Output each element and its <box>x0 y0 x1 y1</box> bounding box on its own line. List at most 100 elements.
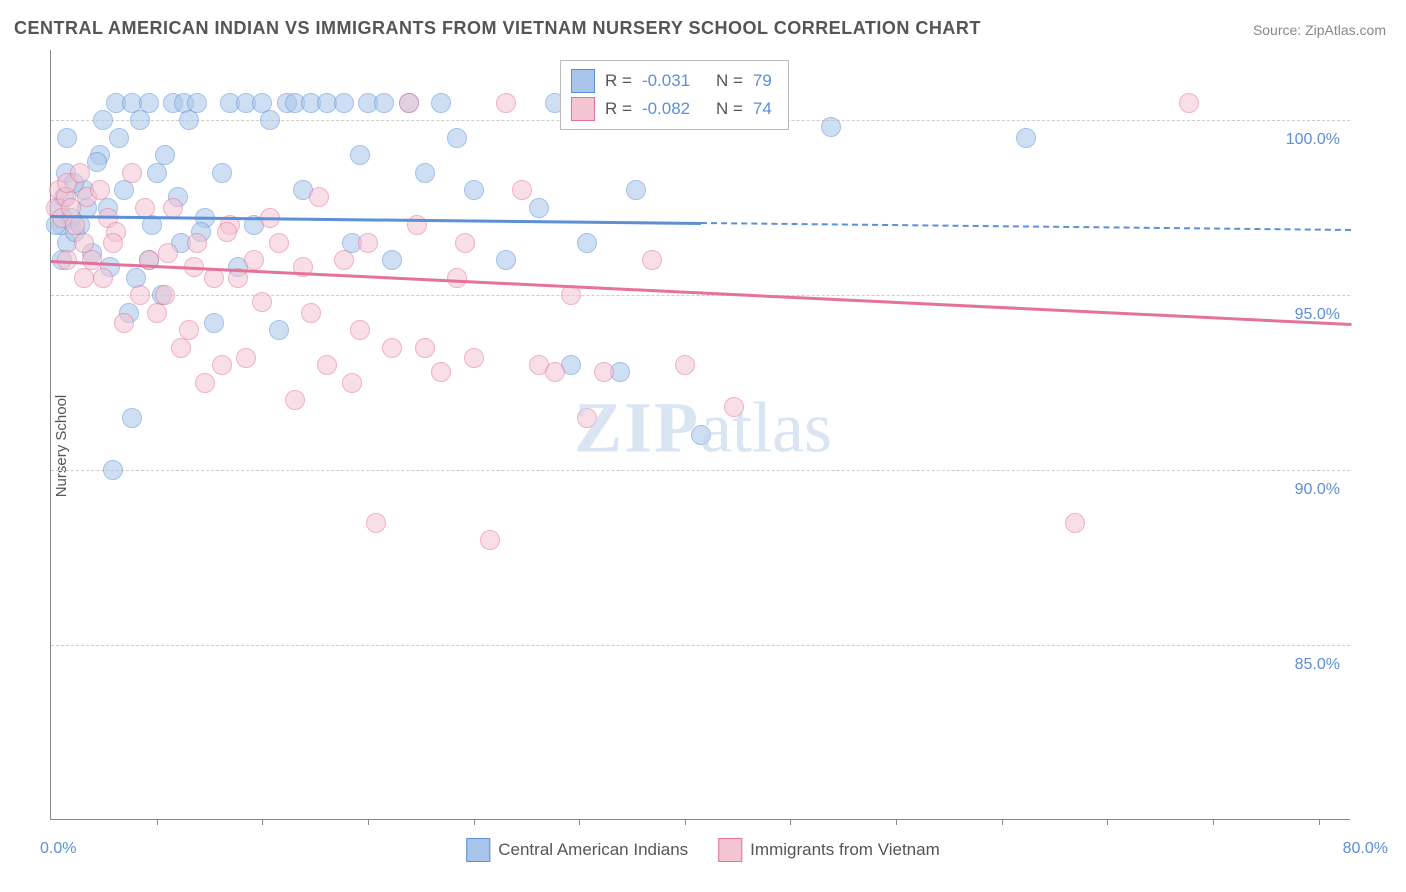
scatter-point <box>103 460 123 480</box>
scatter-point <box>496 93 516 113</box>
scatter-point <box>431 93 451 113</box>
scatter-point <box>301 303 321 323</box>
y-tick-label: 85.0% <box>1295 656 1340 674</box>
scatter-point <box>334 93 354 113</box>
scatter-point <box>147 163 167 183</box>
scatter-point <box>114 180 134 200</box>
scatter-point <box>171 338 191 358</box>
scatter-point <box>269 233 289 253</box>
legend: Central American Indians Immigrants from… <box>466 838 940 862</box>
scatter-point <box>236 348 256 368</box>
stats-r-label: R = <box>605 99 632 119</box>
x-tick <box>1002 819 1003 825</box>
scatter-point <box>187 233 207 253</box>
scatter-point <box>545 362 565 382</box>
scatter-point <box>122 163 142 183</box>
x-tick <box>1107 819 1108 825</box>
x-tick <box>368 819 369 825</box>
scatter-point <box>399 93 419 113</box>
x-tick <box>262 819 263 825</box>
scatter-point <box>212 355 232 375</box>
stats-n-label: N = <box>716 71 743 91</box>
scatter-point <box>594 362 614 382</box>
scatter-point <box>821 117 841 137</box>
scatter-point <box>93 110 113 130</box>
y-tick-label: 100.0% <box>1286 131 1340 149</box>
scatter-point <box>512 180 532 200</box>
scatter-point <box>529 198 549 218</box>
scatter-point <box>135 198 155 218</box>
gridline-h <box>51 645 1350 646</box>
x-axis-max-label: 80.0% <box>1343 840 1388 858</box>
scatter-point <box>163 198 183 218</box>
x-tick <box>579 819 580 825</box>
scatter-point <box>139 93 159 113</box>
chart-title: CENTRAL AMERICAN INDIAN VS IMMIGRANTS FR… <box>14 18 981 39</box>
y-tick-label: 90.0% <box>1295 481 1340 499</box>
scatter-point <box>158 243 178 263</box>
stats-n-label: N = <box>716 99 743 119</box>
stats-n-value: 74 <box>753 99 772 119</box>
legend-label-2: Immigrants from Vietnam <box>750 840 940 860</box>
scatter-point <box>147 303 167 323</box>
legend-swatch-2 <box>718 838 742 862</box>
scatter-point <box>724 397 744 417</box>
stats-swatch <box>571 97 595 121</box>
x-tick <box>1213 819 1214 825</box>
stats-box: R =-0.031N =79R =-0.082N =74 <box>560 60 789 130</box>
scatter-point <box>374 93 394 113</box>
stats-r-label: R = <box>605 71 632 91</box>
stats-swatch <box>571 69 595 93</box>
scatter-point <box>212 163 232 183</box>
scatter-point <box>480 530 500 550</box>
scatter-point <box>217 222 237 242</box>
stats-r-value: -0.082 <box>642 99 706 119</box>
scatter-point <box>577 408 597 428</box>
scatter-point <box>382 338 402 358</box>
scatter-point <box>195 373 215 393</box>
stats-row: R = -0.082 N = 74 <box>571 95 772 123</box>
scatter-point <box>464 180 484 200</box>
trend-line <box>701 222 1351 231</box>
legend-label-1: Central American Indians <box>498 840 688 860</box>
scatter-point <box>350 145 370 165</box>
scatter-point <box>179 110 199 130</box>
x-tick <box>474 819 475 825</box>
x-axis-min-label: 0.0% <box>40 840 76 858</box>
scatter-point <box>244 250 264 270</box>
gridline-h <box>51 295 1350 296</box>
x-tick <box>1319 819 1320 825</box>
stats-r-value: -0.031 <box>642 71 706 91</box>
plot-area: 85.0%90.0%95.0%100.0% <box>50 50 1350 820</box>
legend-item-series1: Central American Indians <box>466 838 688 862</box>
scatter-point <box>1179 93 1199 113</box>
scatter-point <box>366 513 386 533</box>
stats-row: R =-0.031N =79 <box>571 67 772 95</box>
scatter-point <box>74 268 94 288</box>
scatter-point <box>309 187 329 207</box>
scatter-point <box>1065 513 1085 533</box>
scatter-point <box>626 180 646 200</box>
scatter-point <box>179 320 199 340</box>
scatter-point <box>455 233 475 253</box>
scatter-point <box>691 425 711 445</box>
x-tick <box>896 819 897 825</box>
gridline-h <box>51 470 1350 471</box>
legend-swatch-1 <box>466 838 490 862</box>
scatter-point <box>1016 128 1036 148</box>
scatter-point <box>57 128 77 148</box>
scatter-point <box>382 250 402 270</box>
scatter-point <box>130 285 150 305</box>
scatter-point <box>464 348 484 368</box>
scatter-point <box>577 233 597 253</box>
source-label: Source: ZipAtlas.com <box>1253 22 1386 38</box>
scatter-point <box>447 128 467 148</box>
scatter-point <box>269 320 289 340</box>
scatter-point <box>415 338 435 358</box>
scatter-point <box>252 292 272 312</box>
scatter-point <box>93 268 113 288</box>
x-tick <box>157 819 158 825</box>
scatter-point <box>122 408 142 428</box>
scatter-point <box>103 233 123 253</box>
x-tick <box>790 819 791 825</box>
